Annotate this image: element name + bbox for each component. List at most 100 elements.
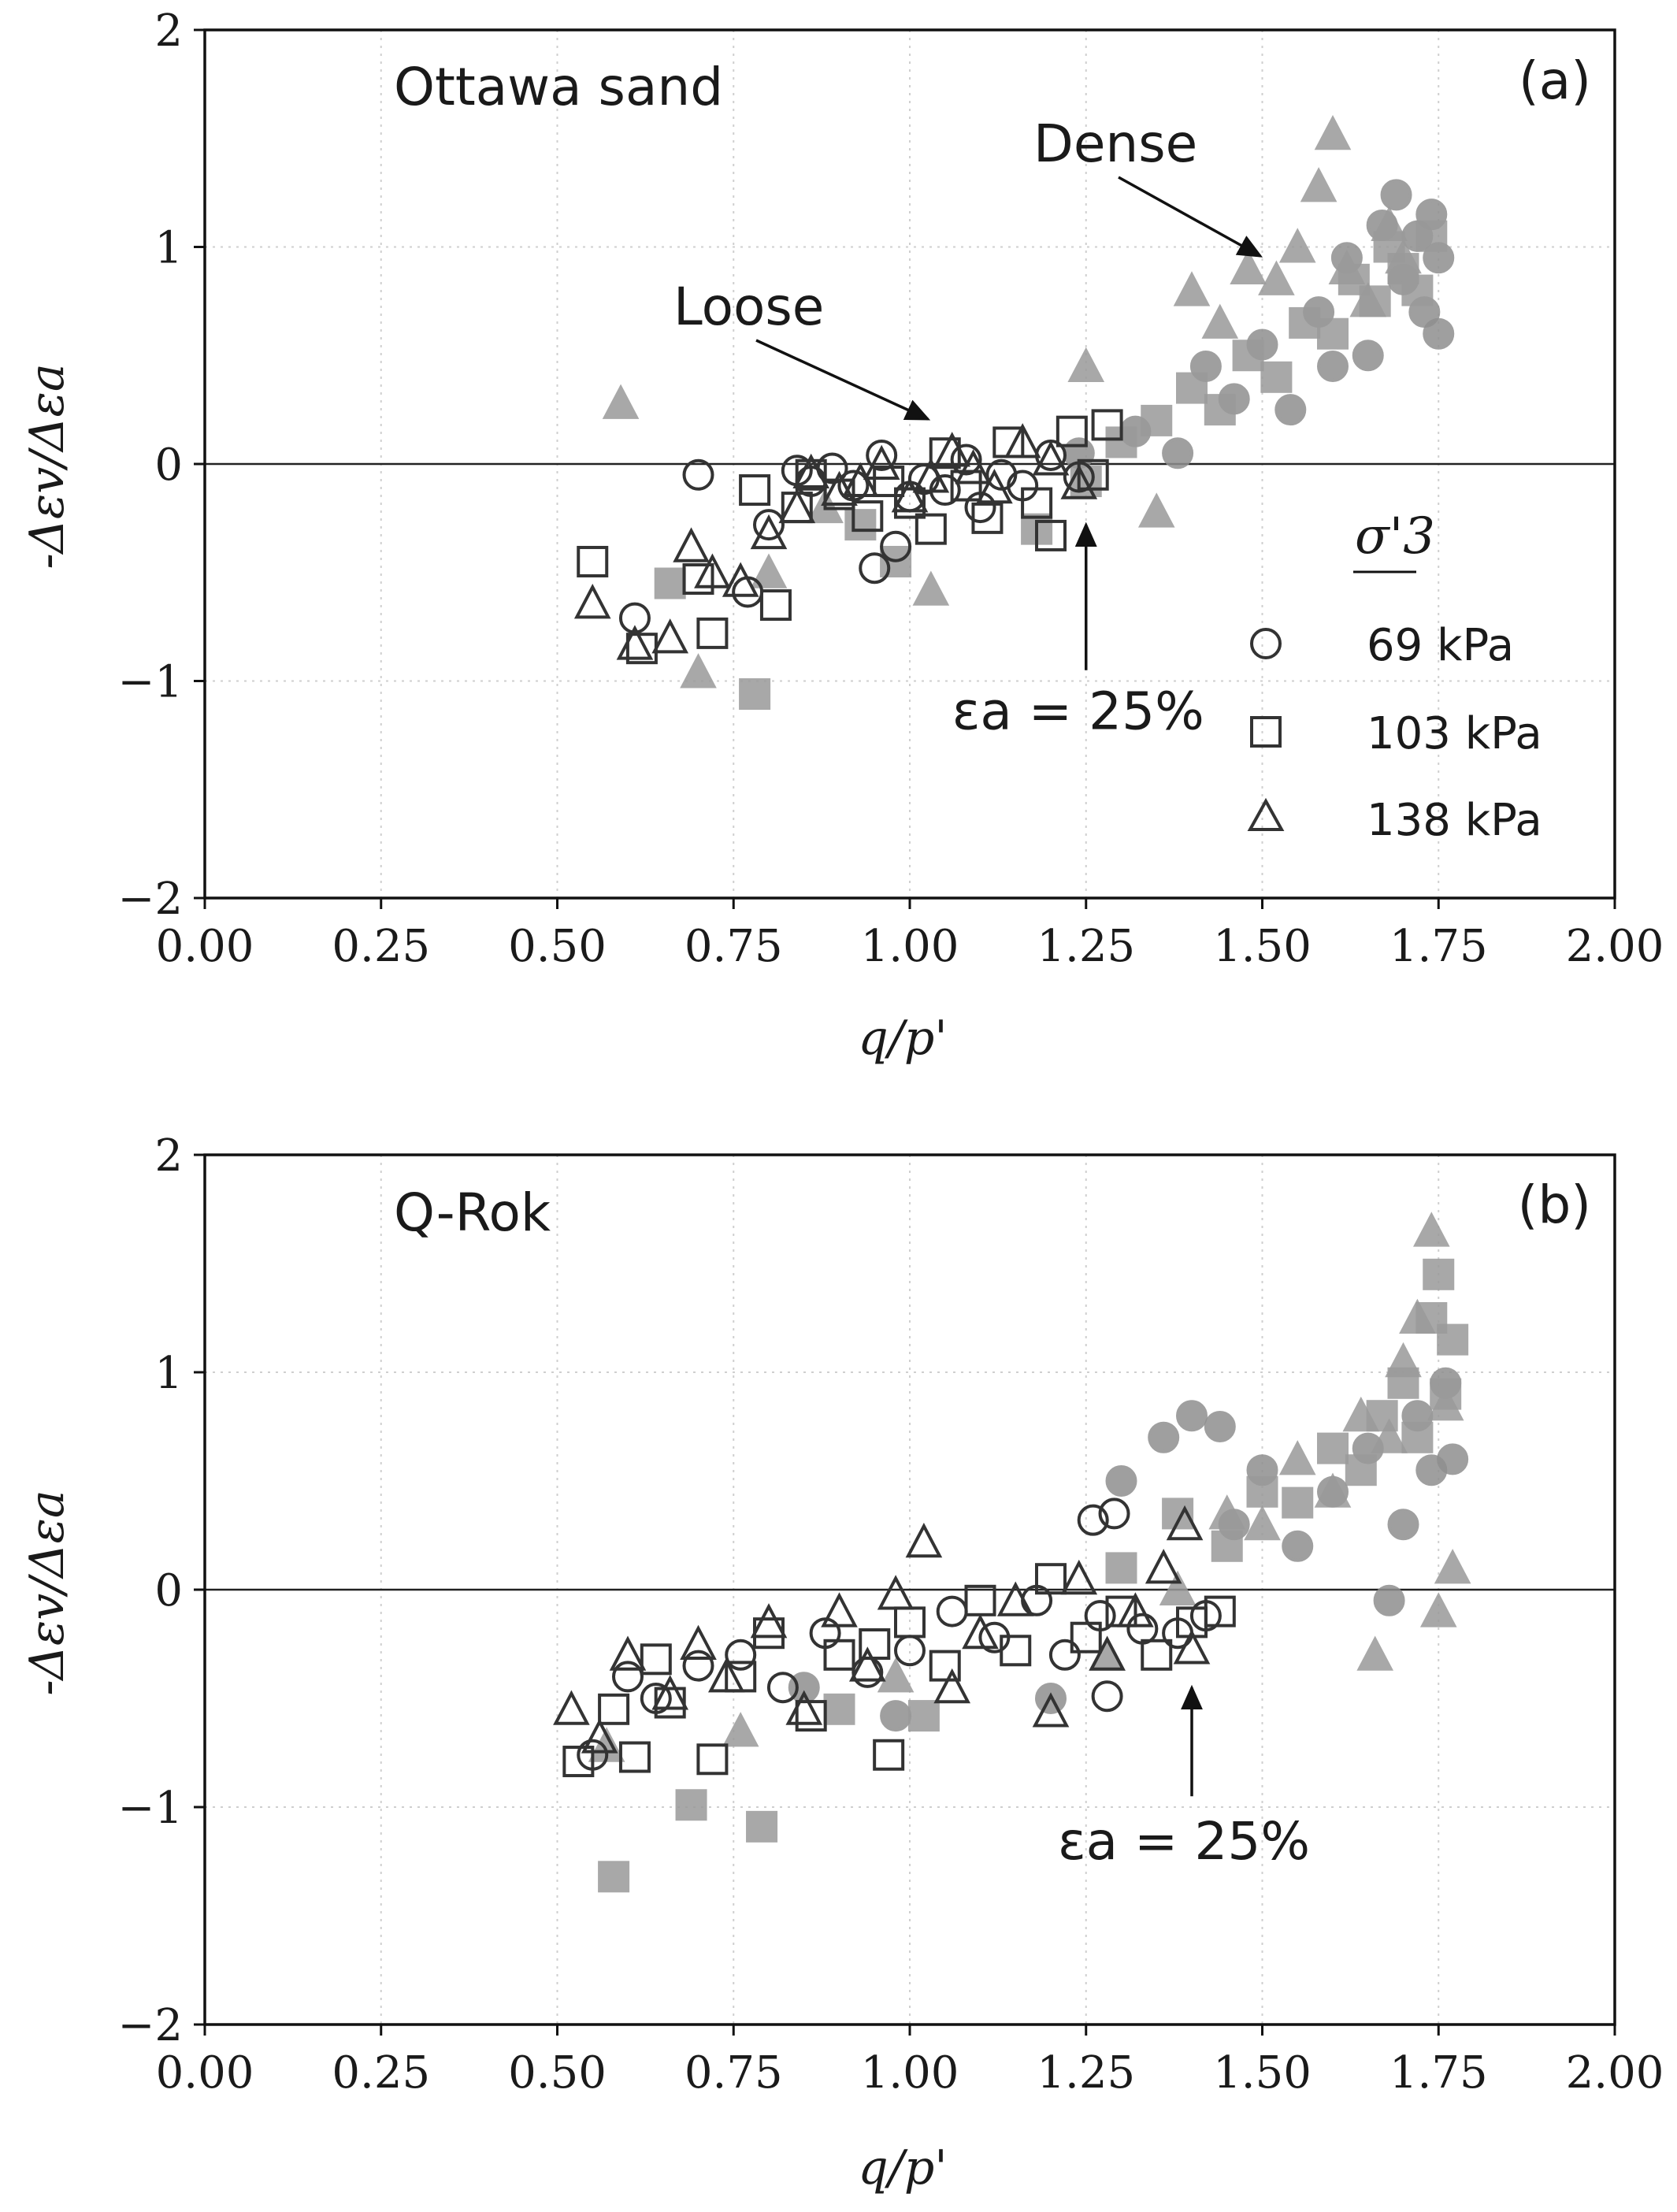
- data-point-triangle: [1089, 1635, 1126, 1671]
- data-point-square: [746, 1810, 778, 1843]
- data-point-circle: [618, 602, 651, 634]
- panel-b-y-axis-title: -Δεv/Δεa: [20, 1490, 75, 1695]
- y-tick-label: −1: [117, 1783, 183, 1834]
- data-point-triangle: [750, 1603, 788, 1639]
- data-point-circle: [880, 1700, 912, 1732]
- data-point-triangle: [1328, 249, 1366, 285]
- data-point-triangle: [722, 562, 759, 597]
- x-tick-label: 1.00: [861, 921, 959, 972]
- panel-b-q-rok: 0.00 0.25 0.50 0.75 1.00 1.25 1.50 1.75 2.00 −2−…: [20, 1130, 1664, 2195]
- data-point-triangle: [848, 1646, 886, 1682]
- data-point-triangle: [1342, 1396, 1380, 1432]
- data-point-square: [654, 567, 686, 599]
- data-point-circle: [950, 444, 982, 476]
- data-point-triangle: [1412, 1212, 1450, 1247]
- data-point-square: [915, 513, 947, 545]
- data-point-triangle: [553, 1690, 590, 1725]
- data-point-triangle: [1419, 1592, 1457, 1627]
- x-tick-label: 1.25: [1037, 921, 1135, 972]
- y-tick-label: −1: [117, 657, 183, 708]
- data-point-circle: [1148, 1421, 1180, 1453]
- data-point-square: [1401, 1421, 1434, 1453]
- data-point-circle: [1387, 1509, 1419, 1541]
- data-point-circle: [1162, 437, 1194, 469]
- data-point-triangle: [863, 444, 900, 480]
- data-point-square: [1423, 1258, 1455, 1290]
- data-point-square: [795, 1700, 827, 1732]
- data-point-circle: [1176, 1400, 1208, 1432]
- data-point-triangle: [905, 1522, 943, 1558]
- data-point-circle: [936, 1595, 968, 1627]
- panel-a-strain-label: εa = 25%: [952, 681, 1204, 742]
- data-point-square: [759, 589, 792, 622]
- data-point-circle: [1380, 179, 1412, 211]
- data-point-square: [1141, 1639, 1173, 1671]
- x-tick-label: 1.25: [1037, 2047, 1135, 2099]
- data-point-triangle: [1434, 1549, 1471, 1584]
- data-point-triangle: [933, 1668, 971, 1704]
- panel-a-loose-arrow: [755, 339, 931, 421]
- data-point-triangle: [1173, 271, 1211, 306]
- data-point-square: [823, 1693, 855, 1725]
- data-point-square: [1204, 394, 1236, 426]
- data-point-triangle: [651, 618, 689, 654]
- data-point-triangle: [1258, 260, 1295, 295]
- x-tick-label: 0.50: [508, 921, 607, 972]
- data-point-square: [823, 1639, 855, 1671]
- data-point-square: [739, 474, 771, 507]
- panel-b-markers: [553, 1212, 1471, 1893]
- data-point-triangle: [1371, 1418, 1408, 1453]
- panel-a-loose-label: Loose: [673, 276, 824, 337]
- y-tick-label: −2: [117, 874, 183, 925]
- panel-b-tag: (b): [1518, 1175, 1591, 1235]
- data-point-square: [950, 469, 982, 502]
- data-point-square: [859, 1628, 891, 1660]
- data-point-square: [1282, 1486, 1314, 1519]
- y-tick-label: 2: [154, 6, 183, 57]
- data-point-triangle: [1032, 440, 1070, 476]
- data-point-triangle: [1173, 1629, 1211, 1665]
- data-point-triangle: [750, 514, 788, 550]
- data-point-square: [739, 678, 771, 711]
- legend-entry-138kpa: 138 kPa: [1367, 795, 1542, 846]
- data-point-circle: [1274, 394, 1307, 426]
- legend-triangle-icon: [1247, 797, 1285, 831]
- data-point-triangle: [1314, 1472, 1352, 1508]
- data-point-square: [1211, 1530, 1243, 1562]
- data-point-triangle: [1278, 1440, 1316, 1475]
- data-point-triangle: [933, 432, 971, 467]
- data-point-circle: [851, 1656, 884, 1688]
- data-point-square: [1176, 372, 1208, 404]
- panel-a-x-axis-title: q/p': [858, 1011, 948, 1066]
- y-tick-label: 0: [154, 440, 183, 491]
- data-point-square: [971, 502, 1004, 534]
- data-point-square: [1035, 1563, 1067, 1595]
- data-point-triangle: [722, 1712, 759, 1747]
- panel-a-label: Ottawa sand: [394, 57, 723, 117]
- data-point-triangle: [1159, 1570, 1197, 1605]
- data-point-square: [1000, 1635, 1032, 1667]
- y-tick-label: −2: [117, 2000, 183, 2051]
- data-point-square: [873, 1739, 905, 1771]
- data-point-triangle: [573, 584, 611, 619]
- data-point-triangle: [955, 449, 992, 484]
- data-point-square: [1260, 361, 1293, 393]
- data-point-square: [1246, 1475, 1278, 1508]
- legend-square-icon: [1250, 716, 1282, 748]
- x-tick-label: 1.75: [1389, 921, 1488, 972]
- data-point-square: [1232, 340, 1264, 372]
- data-point-triangle: [792, 453, 830, 489]
- data-point-square: [1415, 220, 1448, 252]
- data-point-triangle: [1349, 282, 1387, 317]
- data-point-triangle: [651, 1675, 689, 1710]
- data-point-square: [1437, 1323, 1469, 1356]
- data-point-square: [696, 617, 729, 649]
- data-point-triangle: [1067, 347, 1105, 383]
- x-tick-label: 0.25: [332, 921, 430, 972]
- data-point-square: [844, 509, 877, 541]
- panel-a-y-axis-title: -Δεv/Δεa: [20, 363, 75, 569]
- data-point-square: [851, 500, 884, 533]
- data-point-square: [1289, 306, 1321, 339]
- data-point-triangle: [602, 384, 640, 419]
